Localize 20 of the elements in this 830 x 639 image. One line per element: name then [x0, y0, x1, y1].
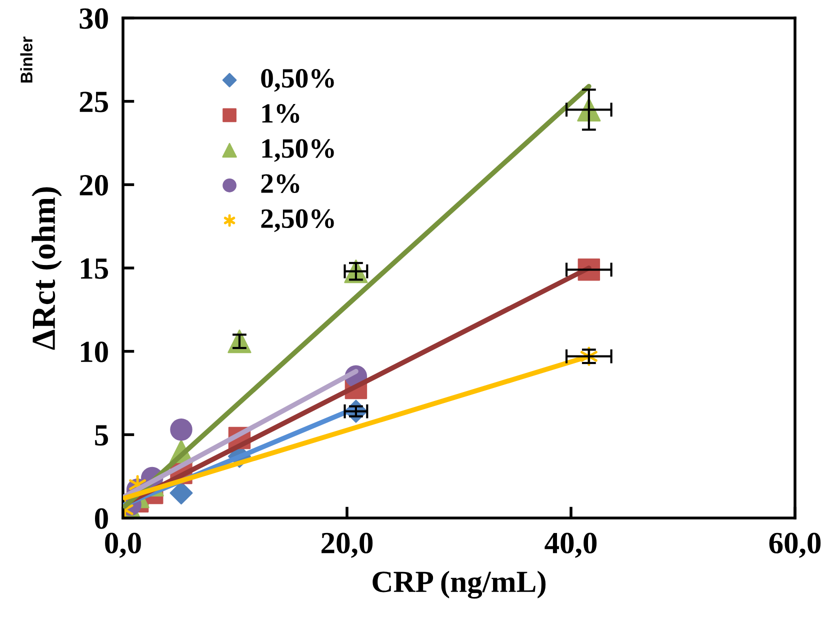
y-tick-label: 0 — [95, 508, 108, 529]
y-tick-label: 15 — [81, 258, 108, 279]
y-tick-label: 25 — [80, 92, 108, 112]
text: Binler — [20, 36, 32, 82]
legend-label: 2,50% — [261, 209, 334, 232]
legend-label: 2% — [261, 174, 300, 194]
point — [170, 418, 192, 441]
y-tick-label: 30 — [80, 8, 108, 29]
y-tick-label: 20 — [80, 174, 108, 196]
x-axis-title: CRP (ng/mL) — [372, 570, 546, 599]
x-tick-label: 60,0 — [769, 532, 821, 558]
y-axis-title: ΔRct (ohm) — [32, 187, 62, 350]
y-tick-label: 10 — [81, 342, 108, 362]
legend-label: 0,50% — [261, 68, 334, 92]
x-tick-label: 40,0 — [544, 532, 597, 558]
x-tick-label: 0,0 — [105, 532, 141, 558]
legend-label: 1% — [262, 104, 300, 123]
y-tick-label: 5 — [95, 425, 108, 446]
legend-label: 1,50% — [262, 139, 334, 162]
x-tick-label: 20,0 — [322, 532, 373, 558]
